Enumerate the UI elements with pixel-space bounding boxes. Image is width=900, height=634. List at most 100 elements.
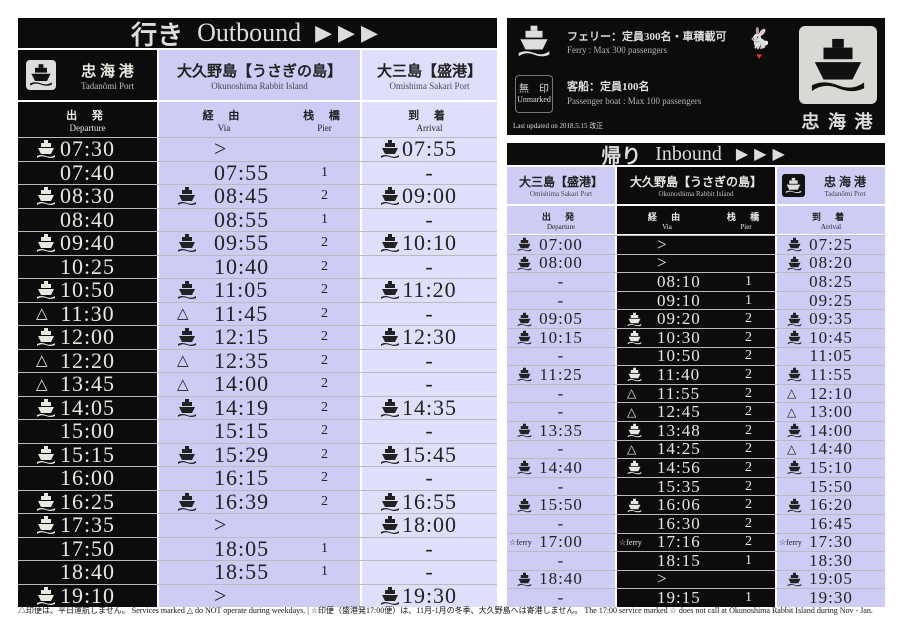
arrival-cell: 10:10 — [362, 230, 497, 256]
departure-cell: - — [507, 588, 615, 607]
arrival-cell: 19:30 — [777, 588, 885, 607]
time: 14:25 — [657, 439, 701, 459]
via-cell: 15:15 2 — [159, 418, 360, 443]
arrival-cell: - — [362, 160, 497, 185]
via-cell: 08:45 2 — [159, 183, 360, 208]
time: 13:48 — [657, 420, 701, 440]
pier-number: 1 — [321, 211, 328, 227]
time: 09:40 — [59, 230, 116, 256]
ferry-icon — [627, 367, 642, 382]
time: 10:10 — [401, 230, 458, 256]
ferry-icon — [787, 460, 802, 475]
departure-cell: - — [507, 346, 615, 366]
via-cell: 18:55 1 — [159, 559, 360, 584]
time: 11:20 — [402, 277, 457, 303]
pier-number: 1 — [745, 590, 752, 606]
heart-icon: ♥ — [756, 51, 762, 61]
pier-number: 2 — [321, 399, 328, 415]
timetable-row: 10:25 10:40 2 - — [18, 254, 497, 279]
pier-number: 2 — [745, 478, 752, 494]
time: 15:15 — [59, 441, 116, 467]
weekend-only-triangle-icon: △ — [36, 376, 48, 393]
timetable-row: 12:00 12:15 2 12:30 — [18, 324, 497, 349]
ferry-icon — [36, 139, 56, 159]
timetable-row: 17:50 18:05 1 - — [18, 536, 497, 561]
time: 17:00 — [539, 532, 583, 552]
arrival-cell: △ 13:00 — [777, 402, 885, 421]
via-cell: 15:35 2 — [617, 476, 775, 496]
time: 08:55 — [214, 206, 270, 232]
departure-cell: △ 13:45 — [18, 371, 157, 396]
timetable-row: 15:15 15:29 2 15:45 — [18, 441, 497, 467]
arrival-cell: 11:55 — [777, 365, 885, 384]
time: 11:45 — [214, 300, 269, 326]
time: 19:15 — [657, 588, 701, 608]
ferry-icon — [36, 398, 56, 418]
weekend-only-triangle-icon: △ — [177, 376, 189, 393]
time: 19:10 — [59, 582, 116, 608]
time: 07:00 — [539, 234, 583, 254]
time: 07:30 — [59, 136, 116, 162]
inbound-title-jp: 帰り — [601, 145, 642, 168]
departure-cell: 17:50 — [18, 536, 157, 561]
departure-cell: △ 11:30 — [18, 301, 157, 326]
via-cell: △ 12:35 2 — [159, 348, 360, 373]
weekend-only-triangle-icon: △ — [36, 306, 48, 323]
timetable-row: △ 12:20 △ 12:35 2 - — [18, 347, 497, 373]
inbound-title-en: Inbound — [655, 142, 722, 165]
pier-number: 2 — [321, 282, 328, 298]
arrival-cell: 15:45 — [362, 442, 497, 467]
ferry-icon — [627, 498, 642, 513]
arrival-cell: - — [362, 418, 497, 443]
arrival-cell: 11:20 — [362, 277, 497, 303]
time: - — [425, 300, 434, 326]
time: 08:30 — [59, 183, 116, 209]
via-cell: 09:55 2 — [159, 230, 360, 255]
departure-cell: 17:35 — [18, 512, 157, 537]
arrival-cell: 18:30 — [777, 550, 885, 570]
outbound-origin-station: 忠 海 港 Tadanômi Port — [18, 50, 157, 100]
outbound-arrival-header: 到 着 Arrival — [362, 102, 497, 137]
inbound-origin-station: 大三島【盛港】 Omishima Sakari Port — [507, 167, 615, 204]
time: 15:35 — [657, 476, 701, 496]
time: 17:30 — [809, 532, 853, 552]
pier-number: 2 — [321, 423, 328, 439]
via-cell: 10:30 2 — [617, 328, 775, 347]
time: 09:20 — [657, 309, 701, 329]
timetable-row: - 10:50 2 11:05 — [507, 346, 885, 366]
arrival-cell: 09:00 — [362, 183, 497, 208]
departure-cell: 14:40 — [507, 458, 615, 477]
time: - — [425, 347, 434, 373]
via-cell: 10:40 2 — [159, 254, 360, 279]
arrival-cell: 11:05 — [777, 346, 885, 366]
ferry-icon — [787, 256, 802, 271]
departure-cell: 07:30 — [18, 136, 157, 162]
departure-cell: - — [507, 291, 615, 310]
pier-number: 2 — [321, 446, 328, 462]
weekend-only-triangle-icon: △ — [787, 386, 797, 401]
ferry-icon — [787, 330, 802, 345]
weekend-only-triangle-icon: △ — [787, 441, 797, 456]
pier-number: 2 — [745, 329, 752, 345]
ferry-icon — [627, 460, 642, 475]
arrival-cell: 07:55 — [362, 136, 497, 161]
time: - — [557, 383, 565, 403]
time: 18:30 — [809, 550, 853, 570]
timetable-row: 16:25 16:39 2 16:55 — [18, 489, 497, 514]
weekend-only-triangle-icon: △ — [787, 404, 797, 419]
time: 09:35 — [809, 309, 853, 329]
pier-number: 2 — [745, 515, 752, 531]
departure-cell: 15:15 — [18, 441, 157, 467]
time: - — [557, 346, 565, 366]
via-cell: 09:10 1 — [617, 291, 775, 310]
station-name-en: Tadanômi Port — [80, 80, 135, 91]
time: 15:50 — [539, 495, 583, 515]
time: 13:35 — [539, 420, 583, 440]
time: > — [214, 582, 228, 608]
ferry-icon — [380, 515, 400, 535]
pier-number: 2 — [321, 188, 328, 204]
via-cell: > — [617, 569, 775, 588]
station-name-jp: 大久野島【うさぎの島】 — [176, 63, 342, 80]
departure-cell: - — [507, 514, 615, 533]
time: 11:05 — [809, 346, 853, 366]
